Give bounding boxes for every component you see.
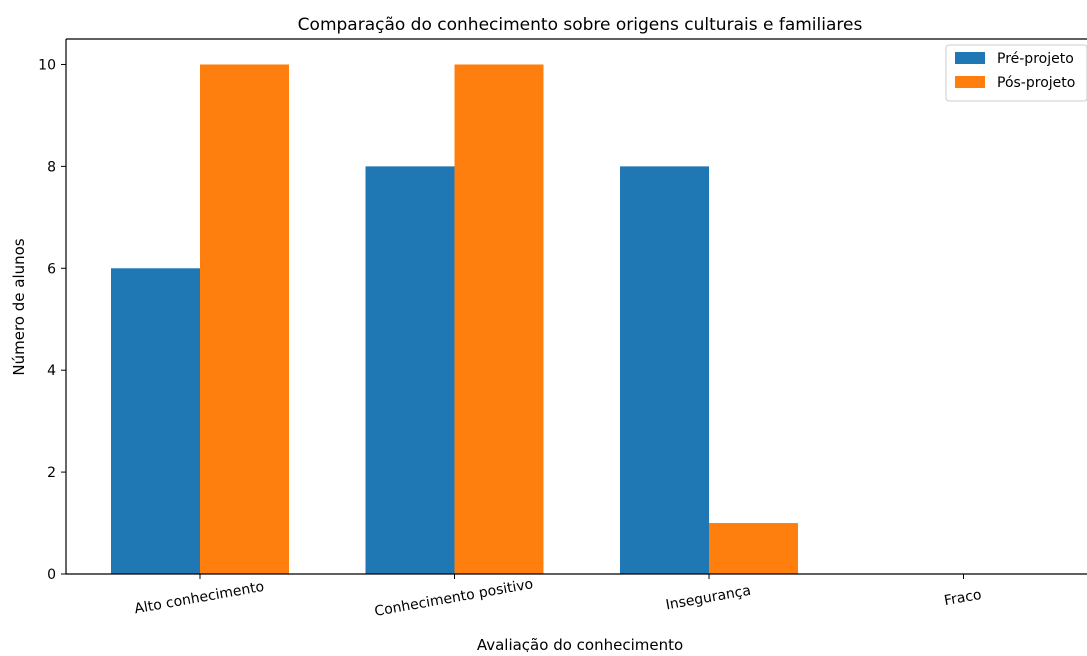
x-tick-label: Fraco — [943, 587, 983, 609]
chart-legend: Pré-projeto Pós-projeto — [945, 44, 1087, 102]
chart-title: Comparação do conhecimento sobre origens… — [298, 15, 863, 35]
bar-post-1 — [454, 64, 544, 574]
y-tick-label: 2 — [47, 465, 56, 481]
y-tick-label: 6 — [47, 261, 56, 277]
bar-pre-0 — [111, 268, 200, 574]
bar-pre-2 — [620, 166, 709, 574]
bar-pre-1 — [365, 166, 455, 574]
y-tick-label: 4 — [47, 363, 56, 379]
legend-swatch — [955, 76, 985, 88]
bar-post-0 — [200, 64, 289, 574]
y-tick-label: 0 — [47, 567, 56, 583]
y-tick-label: 10 — [38, 57, 56, 73]
y-axis-label: Número de alunos — [10, 238, 28, 375]
y-tick-label: 8 — [47, 159, 56, 175]
x-tick-label: Insegurança — [664, 583, 752, 614]
legend-swatch — [955, 52, 985, 64]
bar-post-2 — [709, 523, 798, 574]
x-axis-label: Avaliação do conhecimento — [477, 636, 683, 652]
x-tick-label: Conhecimento positivo — [373, 576, 534, 620]
chart-marks — [111, 64, 798, 574]
x-tick-label: Alto conhecimento — [133, 579, 265, 618]
legend-label: Pós-projeto — [997, 75, 1075, 91]
legend-label: Pré-projeto — [997, 51, 1074, 67]
